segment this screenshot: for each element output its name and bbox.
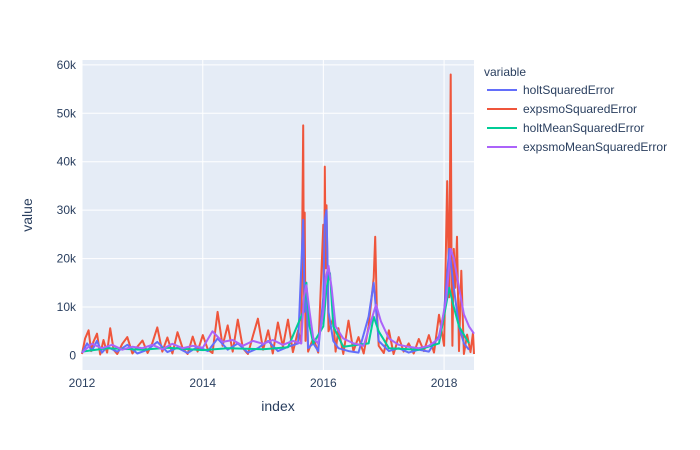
legend-item-holtMeanSquaredError[interactable]: holtMeanSquaredError [487,121,644,135]
x-tick-label: 2014 [189,376,216,390]
legend-label: expsmoMeanSquaredError [523,140,667,154]
y-tick-label: 0 [69,348,76,362]
series-line-expsmoMeanSquaredError [81,247,475,354]
legend-item-expsmoMeanSquaredError[interactable]: expsmoMeanSquaredError [487,140,667,154]
y-tick-label: 50k [57,106,77,120]
y-tick-label: 10k [57,300,77,314]
legend-item-holtSquaredError[interactable]: holtSquaredError [487,83,614,97]
legend-title: variable [484,65,526,79]
x-axis-title: index [261,398,294,414]
y-tick-label: 20k [57,252,77,266]
y-axis-title: value [19,198,35,232]
x-tick-labels: 2012 2014 2016 2018 [69,376,458,390]
y-tick-label: 40k [57,155,77,169]
y-tick-labels: 0 10k 20k 30k 40k 50k 60k [57,58,77,363]
x-tick-label: 2012 [69,376,96,390]
x-tick-label: 2018 [431,376,458,390]
legend-label: holtMeanSquaredError [523,121,644,135]
x-tick-label: 2016 [310,376,337,390]
legend-item-expsmoSquaredError[interactable]: expsmoSquaredError [487,102,637,116]
y-tick-label: 30k [57,203,77,217]
plot-background [82,60,474,370]
legend[interactable]: holtSquaredError expsmoSquaredError holtMe… [487,83,667,154]
y-tick-label: 60k [57,58,77,72]
series-layer [81,73,475,356]
legend-label: expsmoSquaredError [523,102,637,116]
legend-label: holtSquaredError [523,83,614,97]
series-line-holtMeanSquaredError [81,272,470,353]
